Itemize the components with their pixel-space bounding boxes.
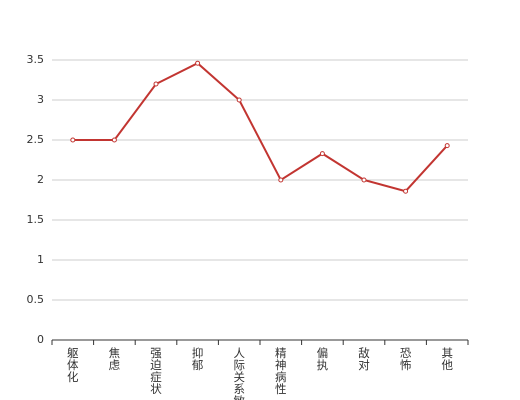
y-tick-label: 2 — [37, 173, 44, 186]
x-tick-label: 人际关系敏感 — [233, 346, 245, 400]
x-tick-label: 恐怖 — [399, 346, 412, 372]
x-tick-label: 其他 — [441, 346, 453, 372]
point — [195, 60, 201, 66]
x-tick-label: 精神病性 — [275, 346, 287, 396]
x-tick-label: 偏执 — [316, 346, 329, 372]
x-tick-label: 抑郁 — [191, 346, 204, 372]
y-tick-label: 0 — [37, 333, 44, 346]
y-tick-label: 3 — [37, 93, 44, 106]
point — [153, 81, 159, 87]
point — [111, 137, 117, 143]
point — [278, 177, 284, 183]
point — [444, 143, 450, 149]
point — [236, 97, 242, 103]
point — [361, 177, 367, 183]
y-tick-label: 1.5 — [27, 213, 45, 226]
line — [72, 62, 448, 193]
point — [70, 137, 76, 143]
x-tick-label: 焦虑 — [108, 346, 121, 372]
x-tick-label: 躯体化 — [67, 346, 79, 384]
y-tick-label: 3.5 — [27, 53, 45, 66]
x-tick-label: 强迫症状 — [150, 346, 162, 396]
y-tick-label: 1 — [37, 253, 44, 266]
x-tick-label: 敌对 — [358, 346, 370, 372]
point — [319, 151, 325, 157]
y-tick-label: 2.5 — [27, 133, 45, 146]
point — [403, 188, 409, 194]
y-tick-label: 0.5 — [27, 293, 45, 306]
